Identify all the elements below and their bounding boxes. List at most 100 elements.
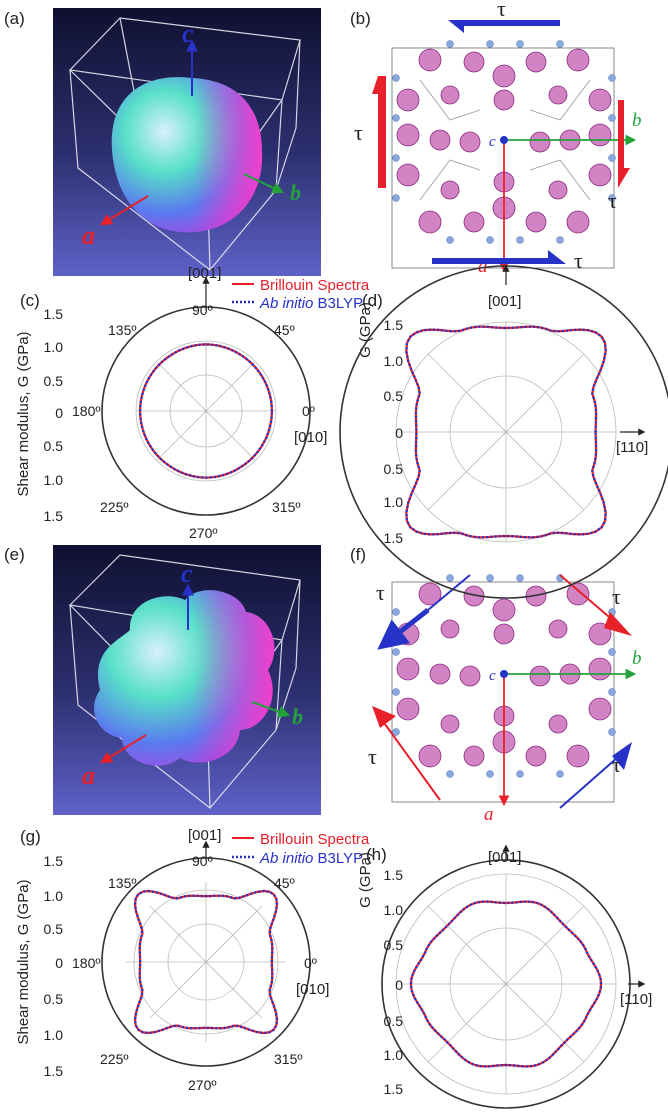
tick-label: 1.0: [384, 494, 404, 510]
tau-label: τ: [497, 0, 506, 21]
angle-label-45: 45º: [274, 875, 295, 891]
tick-label: 1.5: [44, 853, 64, 869]
direction-001-d: [001]: [488, 293, 521, 310]
panel-e-3d-surface: c a b: [53, 545, 321, 815]
tau-label: τ: [574, 248, 583, 273]
panel-label-h: (h): [366, 845, 387, 864]
angle-label-0: 0º: [302, 403, 315, 419]
angle-labels-g: 90º 45º 135º 180º 0º 225º 315º 270º: [72, 853, 317, 1093]
svg-text:Ab initio B3LYP: Ab initio B3LYP: [259, 850, 363, 867]
angle-label-270: 270º: [188, 1077, 216, 1093]
tick-label: 0: [55, 405, 63, 421]
axis-label-a: a: [484, 804, 494, 825]
angle-label-135: 135º: [108, 875, 136, 891]
tick-label: 1.5: [384, 530, 404, 546]
tick-label: 1.5: [44, 508, 64, 524]
tick-label: 1.0: [44, 888, 64, 904]
axis-label-b: b: [290, 180, 301, 205]
tick-label: 0.5: [44, 373, 64, 389]
tick-label: 1.0: [44, 339, 64, 355]
ylabel-g: G (GPa): [357, 852, 374, 908]
legend-abinitio: Ab initio: [259, 295, 313, 312]
tick-label: 0: [395, 977, 403, 993]
panel-a-3d-surface: c a b: [53, 8, 321, 276]
angle-labels-c: 90º 45º 135º 180º 0º 225º 315º 270º: [72, 302, 315, 541]
direction-001-c: [001]: [188, 265, 221, 282]
angle-label-0: 0º: [304, 955, 317, 971]
tick-label: 1.0: [384, 1047, 404, 1063]
angle-label-225: 225º: [100, 1051, 128, 1067]
direction-110-h: [110]: [620, 991, 652, 1008]
direction-010-g: [010]: [296, 981, 329, 998]
series-abinitio-h: [409, 900, 603, 1068]
series-abinitio-c: [138, 343, 274, 479]
legend-c: Brillouin Spectra Ab initio B3LYP: [232, 277, 370, 312]
panel-b-crystal-structure: c a b τ τ τ τ: [354, 0, 642, 277]
angle-label-135: 135º: [108, 322, 136, 338]
direction-001-g: [001]: [188, 827, 221, 844]
axis-label-b: b: [632, 110, 642, 131]
axis-label-b: b: [632, 648, 642, 669]
svg-text:Ab initio B3LYP: Ab initio B3LYP: [259, 295, 363, 312]
tick-label: 1.5: [44, 1063, 64, 1079]
tick-label: 1.5: [384, 867, 404, 883]
tau-label: τ: [612, 584, 621, 609]
axis-label-c: c: [489, 668, 496, 684]
polar-chart-d: [339, 264, 668, 599]
tick-label: 0.5: [44, 438, 64, 454]
panel-label-a: (a): [4, 9, 25, 28]
ylabel-shear-modulus: Shear modulus, G (GPa): [15, 331, 32, 496]
tau-label: τ: [376, 580, 385, 605]
tau-label: τ: [354, 120, 363, 145]
angle-label-90: 90º: [192, 853, 213, 869]
panel-label-d: (d): [362, 291, 383, 310]
ylabel-shear-modulus: Shear modulus, G (GPa): [15, 879, 32, 1044]
tau-label: τ: [612, 752, 621, 777]
tick-label: 1.0: [44, 1027, 64, 1043]
panel-label-g: (g): [20, 827, 41, 846]
tick-label: 1.0: [384, 353, 404, 369]
angle-label-315: 315º: [274, 1051, 302, 1067]
tick-label: 1.5: [384, 317, 404, 333]
angle-label-45: 45º: [274, 322, 295, 338]
angle-label-225: 225º: [100, 499, 128, 515]
axis-label-c: c: [489, 134, 496, 150]
grid-c: [135, 340, 277, 482]
tick-label: 1.0: [44, 472, 64, 488]
yticks-h: 1.5 1.0 0.5 0 0.5 1.0 1.5: [384, 867, 404, 1097]
direction-110-d: [110]: [616, 439, 648, 456]
legend-abinitio: Ab initio: [259, 850, 313, 867]
axis-label-a: a: [82, 221, 95, 250]
tick-label: 0.5: [384, 1013, 404, 1029]
tick-label: 0: [55, 955, 63, 971]
polar-chart-g: [101, 840, 311, 1067]
angle-label-90: 90º: [192, 302, 213, 318]
axis-label-a: a: [478, 256, 488, 277]
angle-label-180: 180º: [72, 955, 100, 971]
axis-label-b: b: [292, 704, 303, 729]
polar-chart-h: [381, 844, 646, 1109]
angle-label-180: 180º: [72, 403, 100, 419]
yticks-d: 1.5 1.0 0.5 0 0.5 1.0 1.5: [384, 317, 404, 546]
ylabel-g: G (GPa): [357, 302, 374, 358]
angle-label-315: 315º: [272, 499, 300, 515]
tick-label: 0.5: [384, 461, 404, 477]
legend-b3lyp: B3LYP: [313, 295, 363, 312]
series-brillouin-d: [405, 325, 607, 539]
yticks-c: 1.5 1.0 0.5 0 0.5 1.0 1.5: [44, 306, 64, 524]
tick-label: 0.5: [44, 991, 64, 1007]
legend-b3lyp: B3LYP: [313, 850, 363, 867]
direction-010-c: [010]: [294, 429, 327, 446]
axis-label-a: a: [82, 761, 95, 790]
legend-brillouin: Brillouin Spectra: [260, 277, 370, 294]
axis-label-c: c: [181, 559, 193, 588]
tau-label: τ: [608, 188, 617, 213]
tick-label: 0.5: [44, 921, 64, 937]
direction-001-h: [001]: [488, 849, 521, 866]
panel-label-f: (f): [350, 545, 366, 564]
series-abinitio-g: [133, 889, 279, 1035]
tick-label: 0: [395, 425, 403, 441]
legend-g: Brillouin Spectra Ab initio B3LYP: [232, 831, 370, 867]
panel-label-c: (c): [20, 291, 40, 310]
